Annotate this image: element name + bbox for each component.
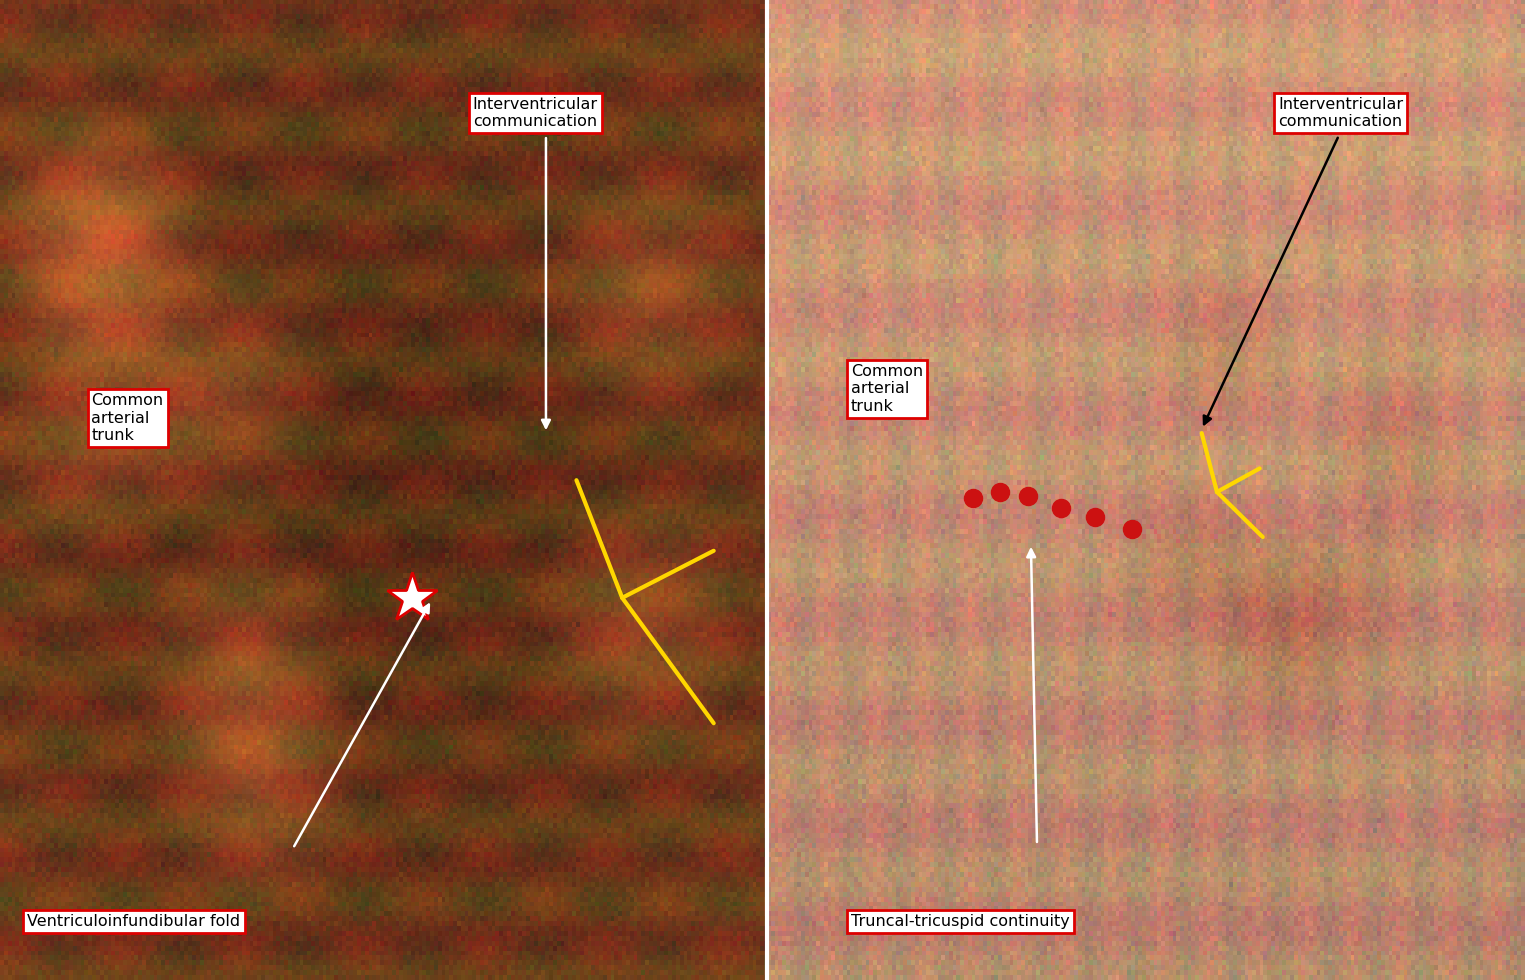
Text: Ventriculoinfundibular fold: Ventriculoinfundibular fold [27, 914, 241, 929]
Text: Common
arterial
trunk: Common arterial trunk [851, 364, 923, 414]
Text: Interventricular
communication: Interventricular communication [1278, 97, 1403, 129]
Text: Interventricular
communication: Interventricular communication [473, 97, 598, 129]
Text: Common
arterial
trunk: Common arterial trunk [92, 393, 163, 443]
Text: Truncal-tricuspid continuity: Truncal-tricuspid continuity [851, 914, 1069, 929]
